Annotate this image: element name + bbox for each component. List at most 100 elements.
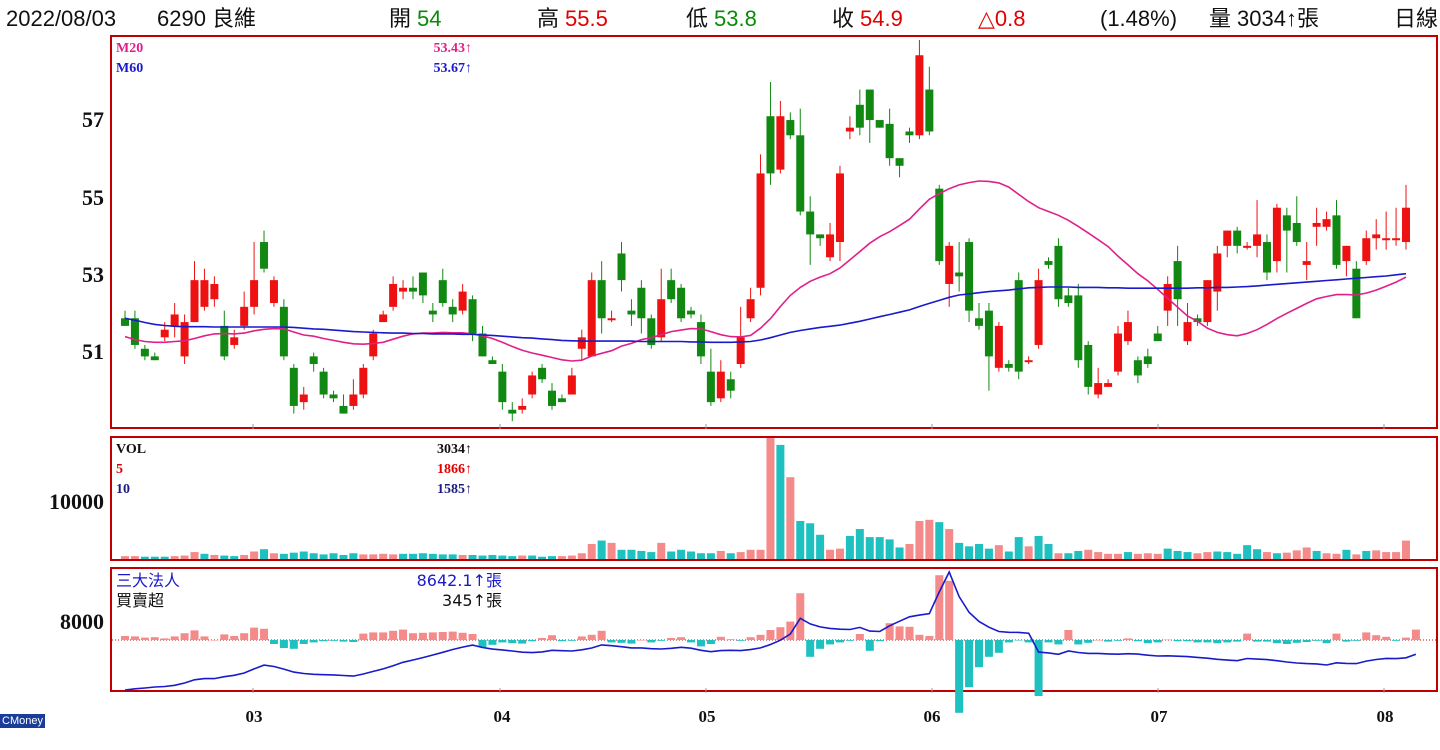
volume-bar [329,553,338,559]
net-buy-sell-bar [1014,640,1023,641]
net-buy-sell-bar [1223,640,1232,643]
volume-bar [1233,553,1242,559]
candle-body [706,371,715,403]
volume-bar [488,554,497,559]
candle-body [1302,261,1311,265]
volume-bar [1034,535,1043,559]
net-buy-sell-bar [895,626,904,640]
net-buy-sell-bar [1114,640,1123,641]
volume-bar [597,540,606,559]
candle-body [1133,360,1142,376]
volume-bar [1094,552,1103,559]
net-buy-sell-bar [726,639,735,640]
candle-body [1392,238,1401,241]
volume-bar [1272,553,1281,559]
volume-bar [478,555,487,559]
net-buy-sell-bar [1362,632,1371,640]
volume-bar [1143,553,1152,559]
low-label: 低 [686,6,709,31]
month-label-08: 08 [1376,707,1394,726]
volume-panel: VOL 3034↑ 5 1866↑ 10 1585↑ [110,436,1438,561]
candle-body [1014,280,1023,372]
candle-body [696,322,705,357]
candle-body [180,322,189,357]
candle-body [518,405,527,410]
candle-body [329,394,338,399]
volume-bar [945,529,954,559]
net-buy-sell-bar [965,640,974,688]
candle-body [647,318,656,345]
m60-value: 53.67↑ [433,61,473,76]
net-buy-sell-bar [260,628,269,640]
candle-body [1094,383,1103,395]
net-buy-sell-bar [379,632,388,640]
inst-value: 8642.1↑張 [416,571,502,590]
candle-body [508,409,517,414]
net-buy-sell-bar [478,640,487,648]
candle-body [200,280,209,307]
candle-body [677,287,686,319]
volume-bar [1302,547,1311,559]
candle-body [786,120,795,136]
net-buy-sell-bar [766,630,775,640]
volume-bar [1193,553,1202,559]
volume-bar [905,544,914,559]
candle-body [895,158,904,166]
candle-body [1233,230,1242,246]
volume-bar [1322,553,1331,559]
candle-body [756,173,765,288]
net-buy-sell-bar [1193,640,1202,643]
volume-bar [1262,552,1271,559]
candle-body [538,367,547,380]
volume-bar [508,556,517,559]
volume-bar [776,444,785,559]
volume-bar [299,551,308,559]
net-buy-sell-bar [1332,633,1341,640]
vol-ma10-label: 10 [116,482,130,497]
net-buy-sell-bar [945,580,954,640]
candle-body [577,337,586,349]
institutional-holding-line [124,570,1417,691]
candle-body [319,371,328,395]
net-buy-sell-bar [1282,640,1291,644]
vol-ma5-value: 1866↑ [437,462,472,477]
net-buy-sell-bar [1034,640,1043,696]
net-buy-sell-bar [1163,639,1172,641]
volume-bar [1382,552,1391,559]
candle-body [567,375,576,395]
volume-bar [875,537,884,559]
net-buy-sell-bar [399,629,408,640]
net-buy-sell-bar [597,630,606,640]
net-buy-sell-bar [1312,640,1321,641]
change-percent: (1.48%) [1100,6,1178,31]
volume-bar [895,547,904,559]
candle-body [855,104,864,128]
candle-body [1004,364,1013,368]
volume-bar [498,555,507,559]
month-label-04: 04 [493,707,511,726]
volume-bar [885,539,894,559]
candle-body [945,245,954,284]
volume-bar [250,551,259,559]
volume-bar [339,554,348,559]
net-buy-sell-bar [329,640,338,641]
candle-body [1074,295,1083,361]
volume-bar [220,555,229,559]
net-buy-sell-bar [1143,640,1152,644]
net-buy-sell-bar [488,640,497,645]
candle-body [716,371,725,399]
volume-bar [1004,551,1013,559]
volume-bar [538,556,547,559]
candle-body [1342,245,1351,262]
net-buy-sell-bar [130,636,139,640]
net-buy-sell-bar [150,637,159,640]
candle-body [1262,242,1271,273]
open-value: 54 [417,6,442,31]
net-buy-sell-bar [975,640,983,668]
candle-body [1084,344,1093,387]
net-buy-sell-bar [706,640,715,644]
net-buy-sell-bar [1392,640,1401,641]
net-buy-sell-bar [696,640,705,647]
volume-bar [726,553,735,559]
